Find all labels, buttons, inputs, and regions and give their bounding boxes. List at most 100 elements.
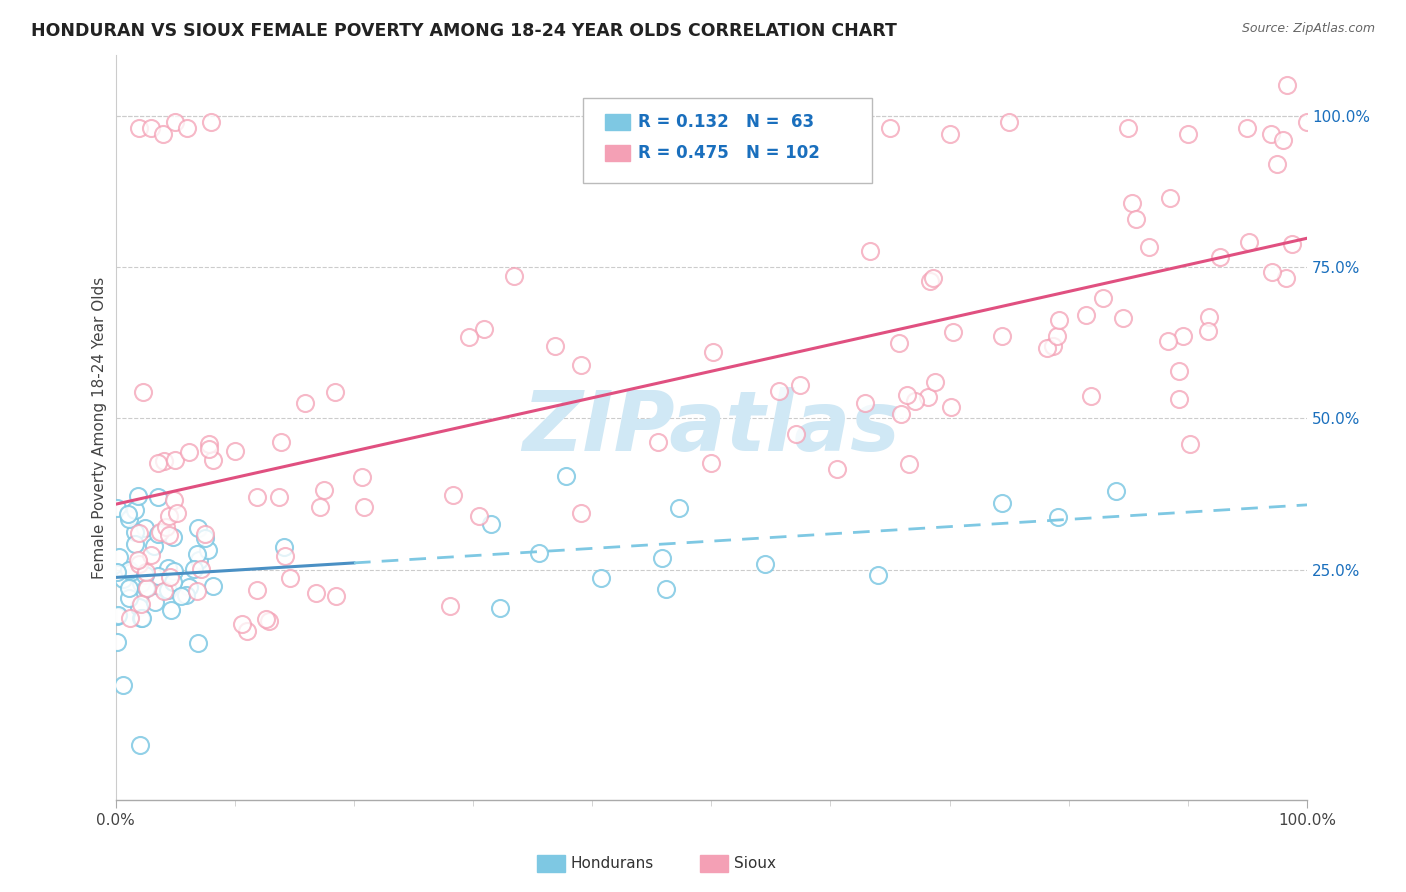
Point (904, 394, 927, 409)
Point (938, 127, 960, 141)
Point (1277, 78, 1299, 93)
Point (1260, 265, 1282, 279)
Point (128, 526, 150, 541)
Point (1121, 195, 1143, 210)
Point (132, 385, 155, 400)
Point (1208, 251, 1230, 265)
Point (939, 400, 962, 414)
Point (754, 557, 776, 571)
Point (128, 120, 150, 135)
Point (129, 575, 152, 590)
Point (305, 586, 328, 600)
Point (458, 330, 481, 344)
Point (308, 500, 330, 515)
Point (352, 470, 374, 484)
Point (1296, 114, 1319, 128)
Point (254, 611, 277, 625)
Point (107, 550, 129, 565)
Text: HONDURAN VS SIOUX FEMALE POVERTY AMONG 18-24 YEAR OLDS CORRELATION CHART: HONDURAN VS SIOUX FEMALE POVERTY AMONG 1… (31, 22, 897, 40)
Point (1177, 127, 1199, 141)
Point (1178, 437, 1201, 451)
Point (270, 434, 292, 449)
Point (166, 506, 188, 520)
Point (1265, 157, 1288, 171)
Point (170, 589, 193, 603)
Point (273, 540, 295, 554)
Point (278, 570, 301, 584)
Point (148, 569, 170, 583)
Point (472, 322, 495, 336)
Point (859, 244, 882, 258)
Point (924, 375, 946, 389)
Point (197, 543, 219, 558)
Point (163, 453, 186, 467)
Point (323, 385, 346, 400)
Point (920, 274, 942, 288)
Point (479, 516, 502, 531)
Point (312, 483, 335, 497)
Point (129, 611, 152, 625)
Text: ZIPatlas: ZIPatlas (523, 387, 900, 468)
Point (135, 565, 157, 579)
Point (162, 574, 184, 589)
Point (544, 338, 567, 352)
Point (135, 581, 157, 595)
Point (156, 561, 179, 575)
Point (991, 329, 1014, 343)
Point (157, 509, 180, 524)
Point (105, 501, 128, 516)
Point (1281, 237, 1303, 252)
Point (647, 435, 669, 450)
Point (439, 599, 461, 614)
Point (163, 564, 186, 578)
Point (105, 635, 128, 649)
Point (1118, 120, 1140, 135)
Point (141, 120, 163, 135)
Point (1112, 310, 1135, 325)
Point (246, 583, 269, 598)
Point (651, 550, 673, 565)
Point (702, 345, 724, 359)
Point (231, 617, 253, 632)
Point (198, 442, 221, 457)
Point (131, 610, 153, 624)
Point (153, 454, 176, 468)
Point (159, 570, 181, 584)
Point (257, 614, 280, 628)
Point (699, 456, 721, 470)
Point (111, 678, 134, 692)
Text: R = 0.475   N = 102: R = 0.475 N = 102 (638, 145, 820, 162)
Point (503, 268, 526, 283)
Point (160, 603, 183, 617)
Point (105, 609, 128, 624)
Point (246, 490, 269, 504)
Point (1159, 191, 1181, 205)
Point (1167, 364, 1189, 378)
Point (898, 457, 921, 471)
Point (124, 536, 146, 550)
Point (174, 589, 197, 603)
Point (789, 378, 811, 392)
Point (152, 127, 174, 141)
Point (589, 571, 612, 585)
Point (1046, 509, 1069, 524)
Point (1125, 211, 1147, 226)
Point (146, 457, 169, 471)
Point (1197, 324, 1219, 338)
Point (105, 565, 128, 579)
Point (155, 519, 177, 533)
Point (129, 597, 152, 611)
Point (143, 540, 166, 554)
Point (127, 489, 149, 503)
Text: Source: ZipAtlas.com: Source: ZipAtlas.com (1241, 22, 1375, 36)
Point (1047, 312, 1070, 326)
Point (128, 557, 150, 571)
Point (922, 271, 945, 285)
Point (186, 547, 208, 561)
Point (157, 528, 180, 542)
Point (768, 384, 790, 399)
Point (1168, 392, 1191, 406)
Point (866, 568, 889, 582)
Point (188, 553, 211, 567)
Point (118, 512, 141, 526)
